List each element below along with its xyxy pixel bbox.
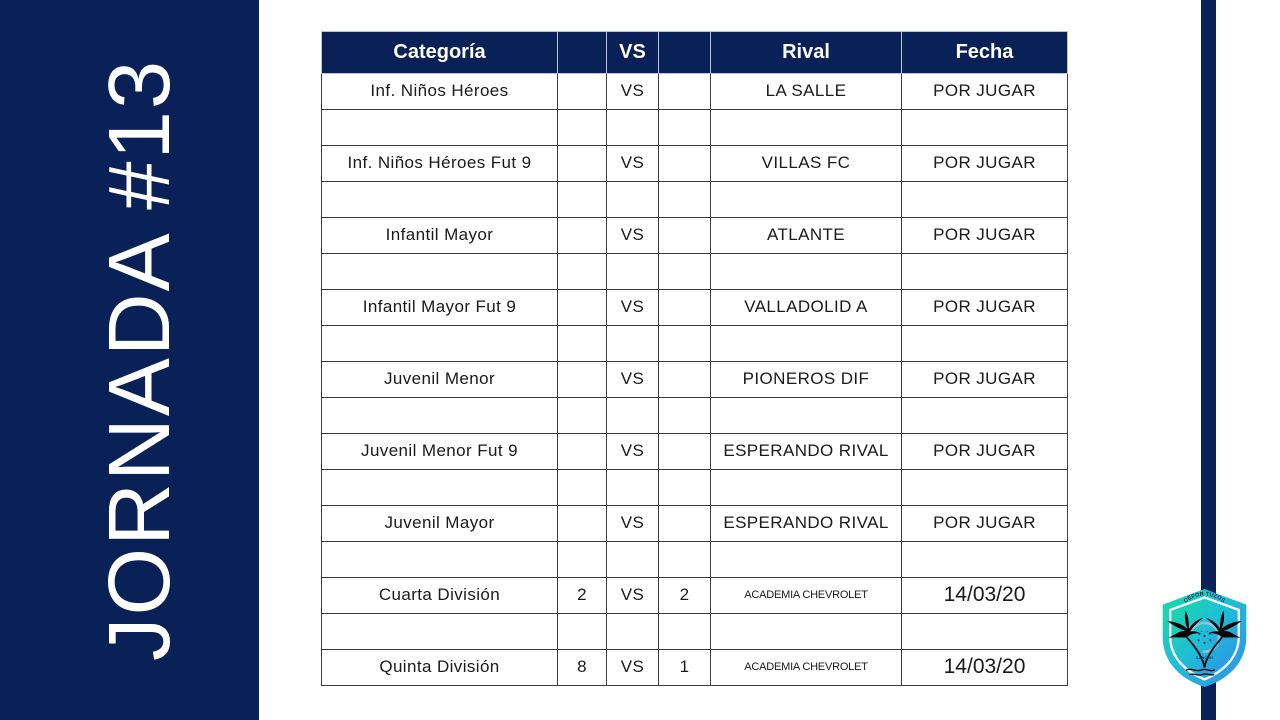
svg-text:CANCUN: CANCUN <box>1196 656 1214 660</box>
